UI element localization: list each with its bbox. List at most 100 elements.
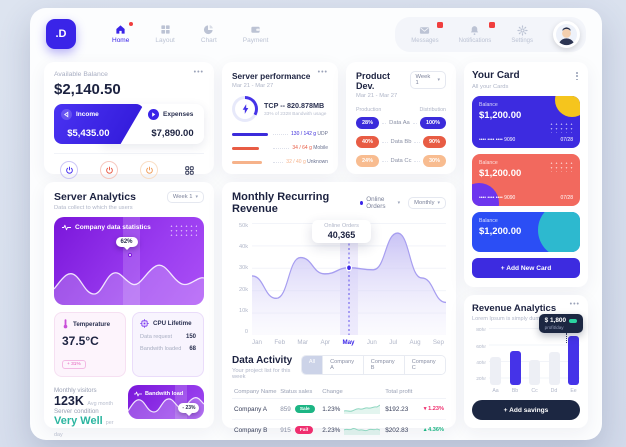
- bandwidth-bar: [232, 132, 269, 136]
- card-number: •••• •••• •••• 9090: [479, 137, 516, 144]
- bandwidth-bar-label: 34 / 64 g Mobile: [292, 145, 328, 151]
- bandwidth-bar-row: 34 / 64 g Mobile: [232, 145, 328, 151]
- filter-tab-company-b[interactable]: Company B: [362, 356, 404, 374]
- table-row[interactable]: Company B 915 Fail 2.23% $202.83 ▴ 4.36%: [232, 420, 446, 440]
- tab-home[interactable]: Home: [112, 22, 134, 44]
- product-dev-rows: 28% Data Aa 100% 40% Data Bb 90% 24% Data Cc 30%: [356, 117, 447, 167]
- home-icon: [115, 24, 126, 35]
- visitors-label: Monthly visitors: [54, 387, 97, 394]
- revenue-bar-aa[interactable]: [490, 357, 501, 385]
- chart-icon: [203, 24, 214, 35]
- server-performance-card: Server performance ••• Mar 21 - Mar 27 T…: [222, 62, 338, 174]
- mrr-tooltip: Online Orders 40,365: [312, 220, 371, 243]
- product-dev-dates: Mar 21 - Mar 27: [356, 93, 398, 99]
- temperature-card[interactable]: Temperature 37.5°C + 31%: [54, 312, 126, 377]
- usage-note: 33% of 2328 Bandwith usage: [264, 112, 327, 117]
- total-profit-cell: $192.23 ▾ 1.23%: [385, 405, 444, 413]
- filter-tab-all[interactable]: All: [301, 356, 323, 374]
- chevron-down-icon: ▾: [437, 200, 440, 206]
- cpu-lifetime-card[interactable]: CPU Lifetime Data request 150 Bandwith loa…: [132, 312, 204, 377]
- mrr-title: Monthly Recurring Revenue: [232, 191, 330, 215]
- status-sales-cell: 859 Sale: [280, 405, 322, 413]
- company-data-statistics-card[interactable]: Company data statistics 62%: [54, 217, 204, 305]
- production-column-label: Production: [356, 107, 382, 113]
- revenue-bar-cell: Bb: [509, 351, 521, 394]
- power-action-button-primary[interactable]: [60, 161, 78, 179]
- dashboard-content: Available Balance ••• $2,140.50 Expenses…: [30, 54, 602, 440]
- mail-icon: [419, 25, 430, 36]
- y-tick: 60hr: [476, 344, 486, 350]
- tab-layout[interactable]: Layout: [155, 24, 175, 44]
- revenue-bar-ee[interactable]: [568, 336, 579, 385]
- card-number: •••• •••• •••• 9090: [479, 195, 516, 202]
- y-tick: 50k: [238, 223, 248, 229]
- filter-tab-company-c[interactable]: Company C: [403, 356, 445, 374]
- expenses-label: Expenses: [163, 111, 194, 118]
- add-new-card-button[interactable]: + Add New Card: [472, 258, 580, 279]
- revenue-y-axis: 80hr 60hr 40hr 20hr: [472, 328, 486, 394]
- revenue-bar-cc[interactable]: [529, 360, 540, 385]
- power-action-button-danger[interactable]: [100, 161, 118, 179]
- mrr-plot-area[interactable]: Online Orders 40,365: [252, 220, 446, 335]
- add-savings-button[interactable]: + Add savings: [472, 400, 580, 420]
- legend-online-orders[interactable]: Online Orders ▾: [360, 196, 400, 210]
- credit-card-indigo[interactable]: Balance $1,200.00 •••• •••• •••• 9090 07/28: [472, 96, 580, 149]
- table-body: Company A 859 Sale 1.23% $192.23 ▾ 1.23% Compa…: [232, 399, 446, 440]
- distribution-pill: 90%: [423, 136, 447, 148]
- your-card-subtitle: All your Cards: [472, 84, 509, 91]
- more-icon[interactable]: •••: [193, 69, 204, 76]
- production-pill: 28%: [356, 117, 380, 129]
- filter-tab-company-a[interactable]: Company A: [322, 356, 363, 374]
- nav-settings-button[interactable]: Settings: [511, 24, 533, 44]
- data-series-label: Data Cc: [390, 158, 412, 164]
- monthly-dropdown[interactable]: Monthly ▾: [408, 197, 446, 209]
- status-sales-cell: 915 Fail: [280, 426, 322, 434]
- column-header: Status sales: [280, 388, 313, 395]
- your-card-title: Your Card: [472, 70, 520, 81]
- kebab-menu-icon[interactable]: [574, 70, 580, 82]
- chevron-down-icon: ▾: [195, 194, 198, 200]
- week-dropdown[interactable]: Week 1 ▾: [409, 71, 446, 89]
- user-avatar[interactable]: [553, 20, 580, 48]
- tab-payment[interactable]: Payment: [243, 24, 268, 44]
- cpu-stat-row: Data request 150: [140, 334, 196, 340]
- action-label: Settings: [511, 37, 533, 44]
- server-stats: Monthly visitors 123K Avg month Server c…: [54, 385, 122, 438]
- product-dev-row: 28% Data Aa 100%: [356, 117, 447, 129]
- table-row[interactable]: Company A 859 Sale 1.23% $192.23 ▾ 1.23%: [232, 399, 446, 420]
- mrr-x-axis: Jan Feb Mar Apr May Jun Jul Aug Sep: [232, 335, 446, 346]
- action-label: Messages: [411, 37, 439, 44]
- more-icon[interactable]: •••: [317, 69, 328, 76]
- week-dropdown[interactable]: Week 1 ▾: [166, 191, 204, 203]
- change-cell: 1.23%: [322, 403, 385, 416]
- balance-amount: $2,140.50: [54, 81, 121, 98]
- x-tick-dd: Dd: [550, 388, 558, 394]
- column-header: Company Name: [234, 388, 277, 395]
- stats-tooltip-dot: [128, 253, 133, 257]
- app-logo[interactable]: .D: [46, 19, 76, 49]
- right-column: Your Card All your Cards Balance $1,200.0…: [464, 62, 588, 428]
- credit-card-coral[interactable]: Balance $1,200.00 •••• •••• •••• 9090 07/28: [472, 154, 580, 207]
- pulse-icon: [62, 224, 71, 231]
- grid-menu-icon[interactable]: [180, 161, 198, 179]
- revenue-bar-dd[interactable]: [548, 352, 560, 385]
- nav-messages-button[interactable]: Messages: [411, 21, 443, 44]
- tab-label: Layout: [155, 37, 175, 44]
- bandwith-load-card[interactable]: Bandwith load - 23%: [128, 385, 204, 419]
- revenue-bar-bb[interactable]: [509, 351, 521, 385]
- card-balance-label: Balance: [479, 218, 498, 225]
- main-window: .D Home Layout Chart Payment Messages Notifi…: [30, 8, 602, 440]
- nav-notifications-button[interactable]: Notifications: [459, 21, 496, 44]
- product-dev-card: Product Dev. Mar 21 - Mar 27 Week 1 ▾ Pro…: [346, 62, 456, 174]
- more-icon[interactable]: •••: [569, 301, 580, 309]
- card-number-row: •••• •••• •••• 9090 07/28: [479, 137, 573, 143]
- revenue-bar-chart[interactable]: 80hr 60hr 40hr 20hr Aa Bb Cc Dd Ee $ 1,800 prof…: [472, 314, 583, 394]
- nav-tabs: Home Layout Chart Payment: [112, 22, 268, 44]
- tab-chart[interactable]: Chart: [201, 24, 217, 44]
- power-action-button-warning[interactable]: [140, 161, 158, 179]
- card-balance-amount: $1,200.00: [479, 226, 522, 238]
- condition-label: Server condition: [54, 408, 99, 415]
- bandwidth-bar-row: 32 / 40 g Unknown: [232, 159, 328, 165]
- credit-card-blue[interactable]: Balance $1,200.00: [472, 212, 580, 253]
